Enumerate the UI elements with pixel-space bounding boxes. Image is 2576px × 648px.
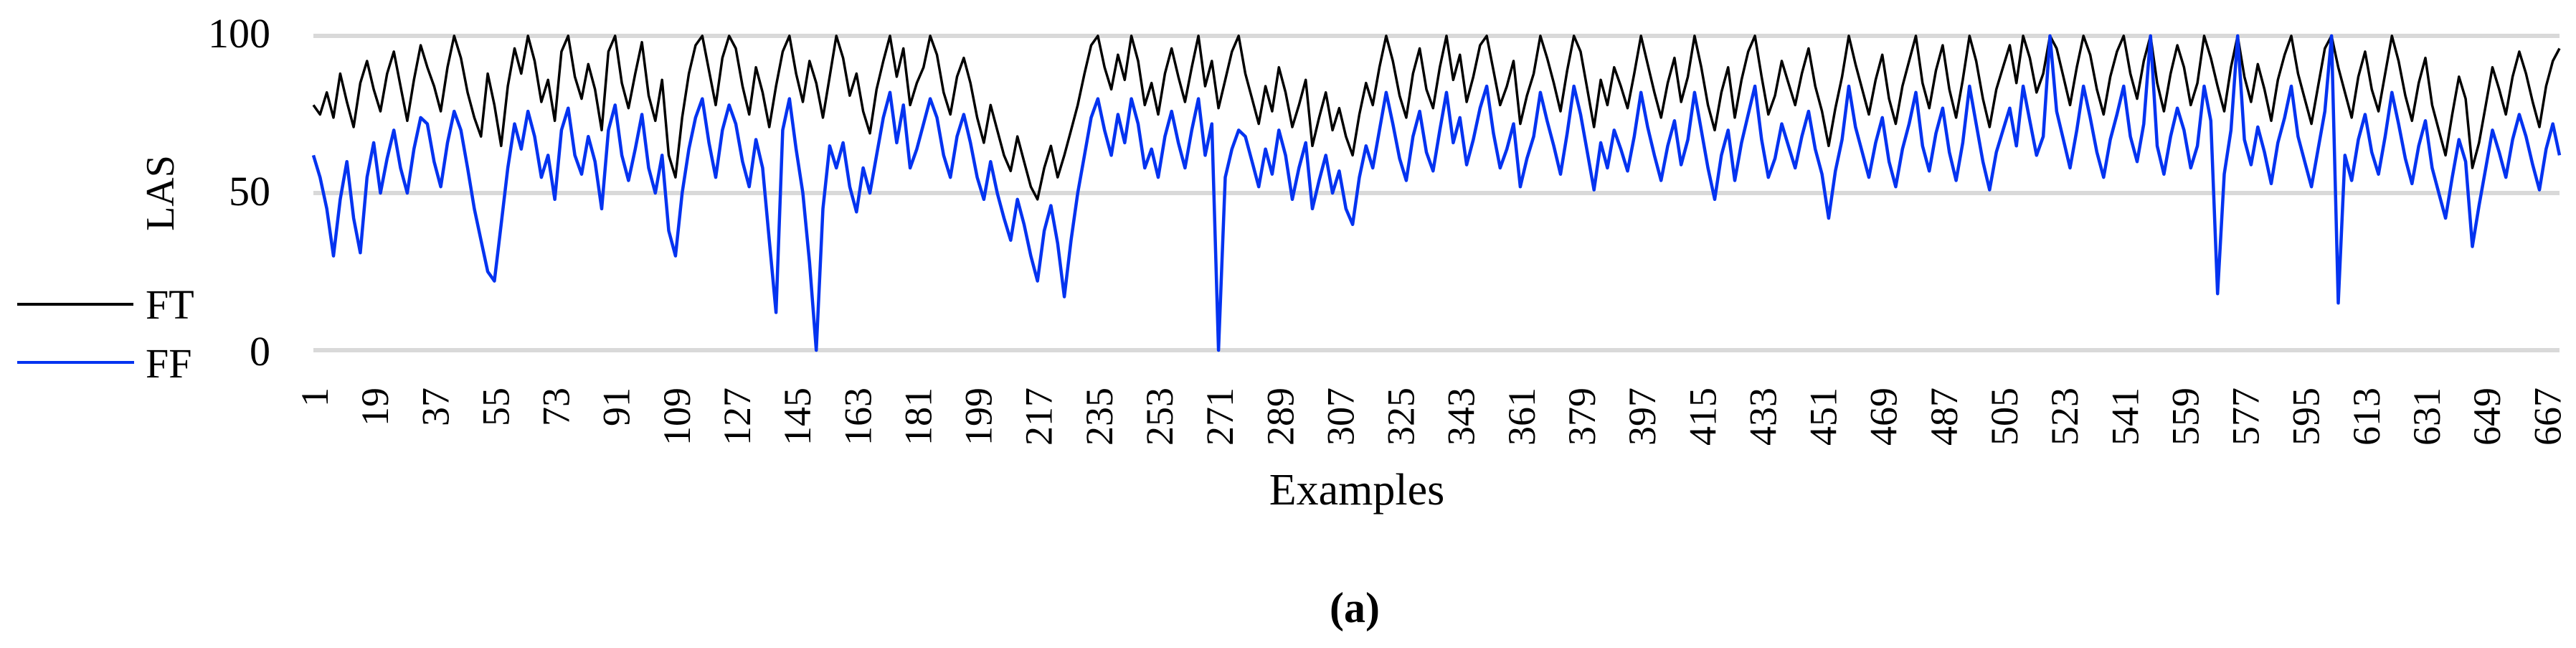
x-tick-label-91: 91 <box>595 388 638 426</box>
x-tick-label-397: 397 <box>1621 388 1664 446</box>
x-tick-label-163: 163 <box>836 388 879 446</box>
legend-label-ff: FF <box>146 340 192 387</box>
x-tick-label-109: 109 <box>655 388 699 446</box>
x-tick-label-1: 1 <box>293 388 336 407</box>
x-axis-title: Examples <box>1269 466 1445 515</box>
x-tick-label-577: 577 <box>2225 388 2268 446</box>
x-tick-label-361: 361 <box>1500 388 1543 446</box>
legend-label-ft: FT <box>146 281 194 328</box>
y-tick-label-100: 100 <box>208 10 270 57</box>
x-tick-label-343: 343 <box>1440 388 1483 446</box>
x-tick-label-613: 613 <box>2345 388 2388 446</box>
y-tick-label-0: 0 <box>250 328 270 375</box>
x-tick-label-523: 523 <box>2043 388 2086 446</box>
x-tick-label-631: 631 <box>2405 388 2448 446</box>
x-tick-label-415: 415 <box>1681 388 1724 446</box>
x-tick-label-487: 487 <box>1923 388 1966 446</box>
x-tick-label-181: 181 <box>896 388 939 446</box>
x-tick-label-307: 307 <box>1319 388 1362 446</box>
x-tick-label-505: 505 <box>1983 388 2026 446</box>
x-tick-label-451: 451 <box>1802 388 1845 446</box>
subfigure-caption: (a) <box>1330 584 1380 631</box>
legend-swatch-ft <box>17 303 133 306</box>
x-tick-label-235: 235 <box>1078 388 1121 446</box>
x-tick-label-73: 73 <box>535 388 578 426</box>
x-tick-label-469: 469 <box>1862 388 1905 446</box>
x-tick-label-19: 19 <box>354 388 397 426</box>
x-tick-label-433: 433 <box>1741 388 1784 446</box>
x-tick-label-37: 37 <box>414 388 457 426</box>
ff-series-line <box>311 34 2562 352</box>
ft-series-line <box>312 34 2561 201</box>
x-tick-label-145: 145 <box>776 388 819 446</box>
x-tick-label-271: 271 <box>1198 388 1241 446</box>
x-tick-label-541: 541 <box>2103 388 2146 446</box>
x-tick-label-559: 559 <box>2164 388 2207 446</box>
x-tick-label-217: 217 <box>1018 388 1061 446</box>
x-tick-label-127: 127 <box>716 388 759 446</box>
x-tick-label-595: 595 <box>2285 388 2328 446</box>
x-tick-label-55: 55 <box>474 388 517 426</box>
x-tick-label-667: 667 <box>2526 388 2569 446</box>
x-tick-label-253: 253 <box>1138 388 1181 446</box>
x-tick-label-379: 379 <box>1561 388 1604 446</box>
x-tick-label-199: 199 <box>957 388 1000 446</box>
legend-swatch-ff <box>17 361 134 364</box>
y-tick-label-50: 50 <box>229 168 270 215</box>
x-tick-label-289: 289 <box>1259 388 1302 446</box>
x-tick-label-325: 325 <box>1380 388 1423 446</box>
x-tick-label-649: 649 <box>2466 388 2509 446</box>
